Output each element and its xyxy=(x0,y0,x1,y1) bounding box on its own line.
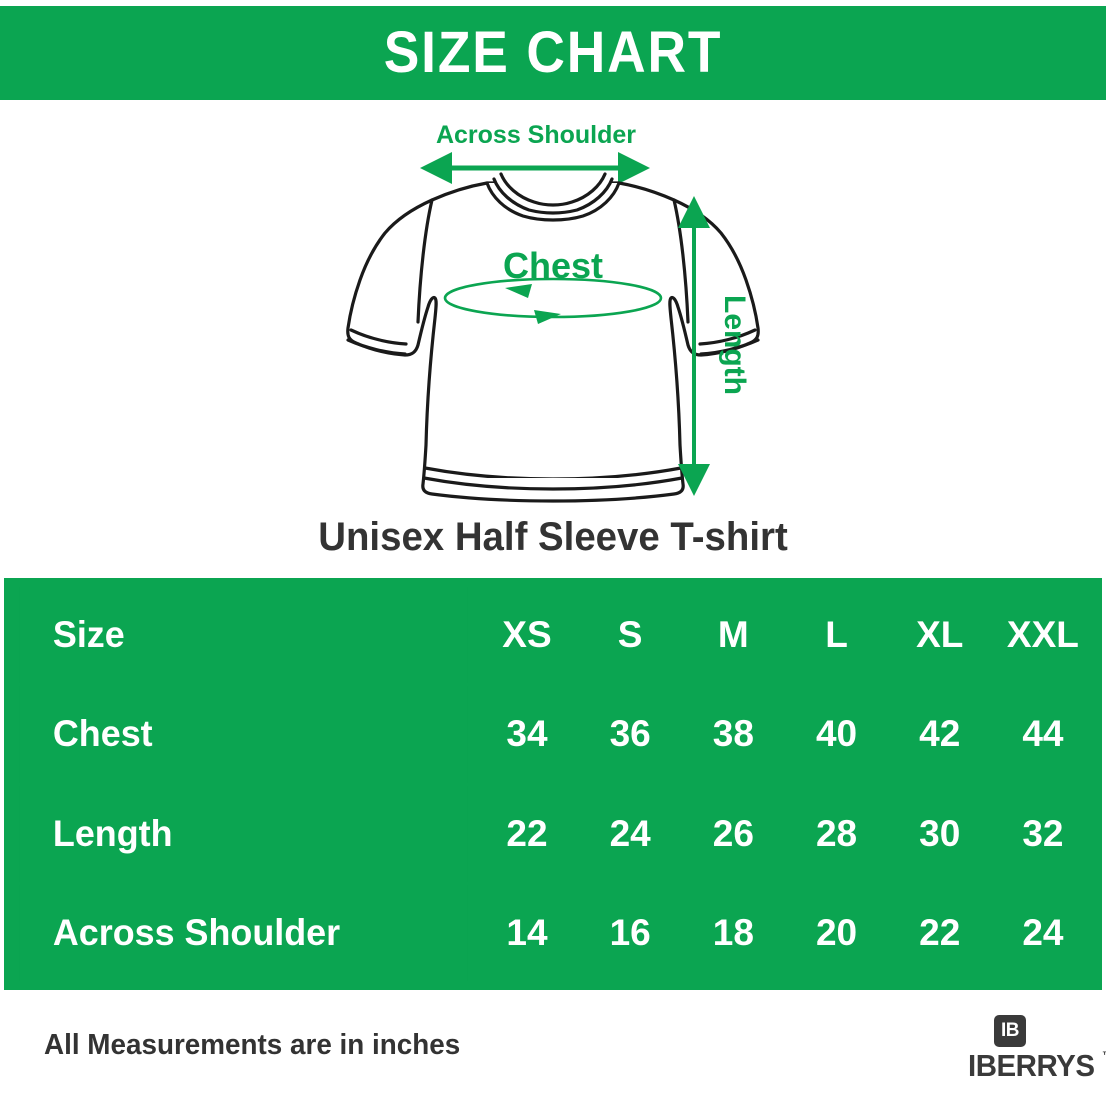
size-chart-table: Size XS S M L XL XXL Chest 34 36 38 40 4… xyxy=(4,578,1102,990)
length-xxl: 32 xyxy=(992,785,1093,882)
chest-xxl: 44 xyxy=(992,686,1093,783)
brand-logo: IB IBERRYS ™ xyxy=(968,1015,1106,1093)
length-xs: 22 xyxy=(476,785,578,882)
header-size-xs: XS xyxy=(476,587,578,684)
row-label-across-shoulder: Across Shoulder xyxy=(19,884,467,981)
table-row: Across Shoulder 14 16 18 20 22 24 xyxy=(13,884,1093,981)
header-size-xxl: XXL xyxy=(992,587,1093,684)
row-label-length: Length xyxy=(19,785,467,882)
table-row: Length 22 24 26 28 30 32 xyxy=(13,785,1093,882)
measurement-note: All Measurements are in inches xyxy=(44,1029,461,1061)
brand-badge-icon: IB xyxy=(994,1015,1026,1047)
shoulder-m: 18 xyxy=(683,884,784,981)
header-size-m: M xyxy=(683,587,784,684)
double-arrow-vertical-icon xyxy=(678,196,710,496)
length-xl: 30 xyxy=(889,785,990,882)
header-size-s: S xyxy=(580,587,681,684)
product-title: Unisex Half Sleeve T-shirt xyxy=(318,515,788,559)
header-size-xl: XL xyxy=(889,587,990,684)
trademark-icon: ™ xyxy=(1102,1051,1106,1062)
length-m: 26 xyxy=(683,785,784,882)
double-arrow-horizontal-icon xyxy=(420,152,650,184)
length-l: 28 xyxy=(786,785,887,882)
shoulder-xl: 22 xyxy=(889,884,990,981)
ellipse-measure-icon xyxy=(443,277,663,324)
row-label-chest: Chest xyxy=(19,686,467,783)
chest-xl: 42 xyxy=(889,686,990,783)
tshirt-illustration: Chest Length Across Shoulder xyxy=(0,100,1106,515)
header-banner: SIZE CHART xyxy=(0,6,1106,100)
table-row: Chest 34 36 38 40 42 44 xyxy=(13,686,1093,783)
brand-name: IBERRYS xyxy=(968,1048,1095,1083)
header-label-cell: Size xyxy=(19,587,467,684)
shoulder-l: 20 xyxy=(786,884,887,981)
chest-l: 40 xyxy=(786,686,887,783)
shoulder-xs: 14 xyxy=(476,884,578,981)
chest-xs: 34 xyxy=(476,686,578,783)
length-label: Length xyxy=(718,295,751,395)
chest-s: 36 xyxy=(580,686,681,783)
table-header-row: Size XS S M L XL XXL xyxy=(13,587,1093,684)
chest-m: 38 xyxy=(683,686,784,783)
tshirt-outline-icon xyxy=(346,172,760,503)
length-s: 24 xyxy=(580,785,681,882)
page-title: SIZE CHART xyxy=(383,20,723,85)
shoulder-xxl: 24 xyxy=(992,884,1093,981)
across-shoulder-label: Across Shoulder xyxy=(436,121,636,149)
header-size-l: L xyxy=(786,587,887,684)
shoulder-s: 16 xyxy=(580,884,681,981)
